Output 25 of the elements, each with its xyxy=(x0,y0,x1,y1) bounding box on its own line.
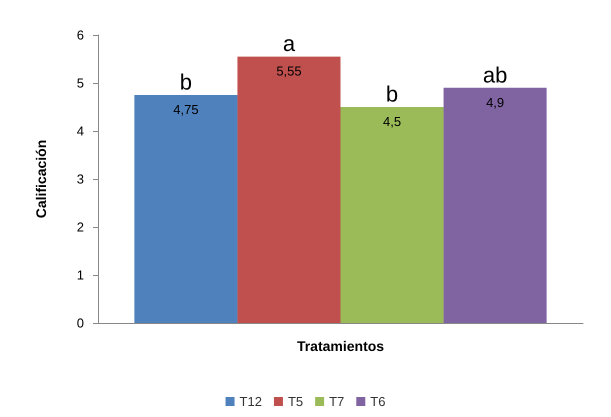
y-tick-label: 6 xyxy=(76,28,84,42)
annotation: b xyxy=(386,82,398,106)
bar xyxy=(340,107,444,323)
legend-label: T5 xyxy=(288,394,304,409)
bar xyxy=(134,95,238,323)
legend-label: T6 xyxy=(370,394,386,409)
data-label: 5,55 xyxy=(276,64,302,79)
y-tick-label: 0 xyxy=(76,316,84,330)
legend-label: T7 xyxy=(329,394,344,409)
data-label: 4,9 xyxy=(486,94,504,110)
data-label: 4,75 xyxy=(173,102,199,117)
bar xyxy=(444,88,547,323)
y-tick-label: 1 xyxy=(76,268,84,282)
y-tick-label: 5 xyxy=(76,76,84,90)
legend-label: T12 xyxy=(240,394,262,409)
y-axis-title: Calificación xyxy=(33,140,49,218)
y-tick-label: 2 xyxy=(76,220,84,234)
annotation: b xyxy=(180,70,192,94)
annotation: ab xyxy=(482,62,508,88)
annotation: a xyxy=(282,31,296,56)
y-tick-label: 4 xyxy=(76,124,84,138)
y-tick-label: 3 xyxy=(76,172,84,186)
x-axis-title: Tratamientos xyxy=(296,338,384,354)
bar xyxy=(237,56,340,323)
data-label: 4,5 xyxy=(382,114,402,129)
